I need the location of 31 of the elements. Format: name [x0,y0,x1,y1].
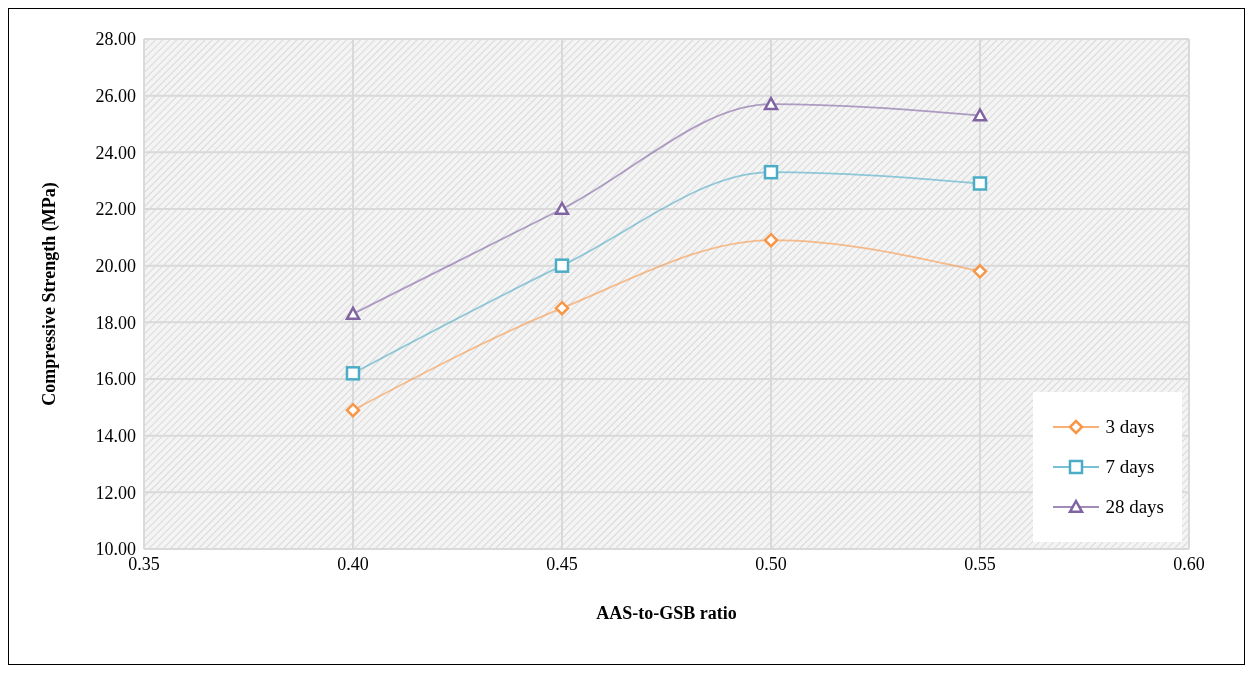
point [345,306,361,320]
y-tick-label: 24.00 [95,142,136,163]
y-tick-label: 22.00 [95,199,136,220]
x-axis-title: AAS-to-GSB ratio [596,603,737,623]
point [554,300,570,316]
point [763,232,779,248]
legend-label: 28 days [1105,496,1164,518]
x-tick-label: 0.50 [755,553,787,574]
point [345,366,361,381]
y-tick-label: 20.00 [95,256,136,277]
y-tick-label: 16.00 [95,369,136,390]
legend-label: 3 days [1105,416,1155,438]
point [972,108,988,122]
point [554,201,570,216]
y-tick-label: 26.00 [95,86,136,107]
point [554,258,570,273]
point [972,264,988,279]
x-tick-label: 0.40 [337,553,369,574]
y-axis-title: Compressive Strength (MPa) [39,182,61,406]
y-tick-label: 12.00 [95,482,136,503]
point [345,402,361,418]
y-tick-label: 28.00 [95,29,136,50]
point [972,176,988,191]
y-tick-label: 14.00 [95,426,136,447]
y-tick-label: 18.00 [95,312,136,333]
point [763,164,779,180]
x-tick-label: 0.60 [1173,553,1205,574]
x-tick-label: 0.45 [546,553,578,574]
point [763,96,779,111]
x-tick-label: 0.55 [964,553,996,574]
legend-label: 7 days [1105,456,1155,478]
